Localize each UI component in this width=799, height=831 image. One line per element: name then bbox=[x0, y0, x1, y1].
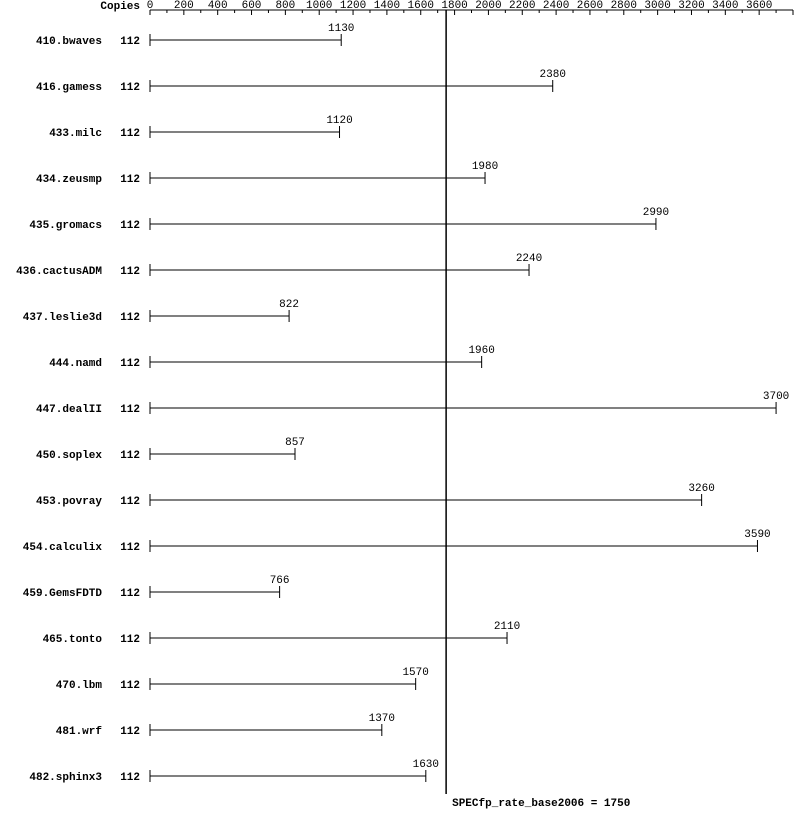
benchmark-value-label: 1120 bbox=[326, 115, 352, 127]
benchmark-value-label: 822 bbox=[279, 299, 299, 311]
benchmark-copies: 112 bbox=[120, 588, 140, 600]
benchmark-name: 465.tonto bbox=[43, 634, 103, 646]
axis-tick-label: 2000 bbox=[475, 0, 501, 12]
axis-tick-label: 200 bbox=[174, 0, 194, 12]
benchmark-name: 437.leslie3d bbox=[23, 312, 102, 324]
axis-tick-label: 3400 bbox=[712, 0, 738, 12]
benchmark-copies: 112 bbox=[120, 726, 140, 738]
benchmark-value-label: 1370 bbox=[369, 713, 395, 725]
benchmark-copies: 112 bbox=[120, 174, 140, 186]
axis-tick-label: 3600 bbox=[746, 0, 772, 12]
benchmark-value-label: 1960 bbox=[468, 345, 494, 357]
benchmark-name: 470.lbm bbox=[56, 680, 103, 692]
copies-header: Copies bbox=[100, 1, 140, 13]
benchmark-value-label: 3700 bbox=[763, 391, 789, 403]
benchmark-value-label: 766 bbox=[270, 575, 290, 587]
benchmark-copies: 112 bbox=[120, 128, 140, 140]
benchmark-copies: 112 bbox=[120, 36, 140, 48]
axis-tick-label: 1600 bbox=[408, 0, 434, 12]
benchmark-name: 481.wrf bbox=[56, 726, 103, 738]
benchmark-value-label: 1630 bbox=[413, 759, 439, 771]
benchmark-copies: 112 bbox=[120, 680, 140, 692]
axis-tick-label: 400 bbox=[208, 0, 228, 12]
benchmark-copies: 112 bbox=[120, 266, 140, 278]
benchmark-name: 447.dealII bbox=[36, 404, 102, 416]
benchmark-value-label: 1570 bbox=[402, 667, 428, 679]
benchmark-copies: 112 bbox=[120, 404, 140, 416]
axis-tick-label: 1000 bbox=[306, 0, 332, 12]
benchmark-copies: 112 bbox=[120, 220, 140, 232]
benchmark-name: 436.cactusADM bbox=[16, 266, 102, 278]
axis-tick-label: 1800 bbox=[441, 0, 467, 12]
benchmark-copies: 112 bbox=[120, 312, 140, 324]
benchmark-copies: 112 bbox=[120, 772, 140, 784]
benchmark-name: 435.gromacs bbox=[29, 220, 102, 232]
benchmark-value-label: 3590 bbox=[744, 529, 770, 541]
axis-tick-label: 0 bbox=[147, 0, 154, 12]
benchmark-name: 450.soplex bbox=[36, 450, 102, 462]
benchmark-name: 444.namd bbox=[49, 358, 102, 370]
benchmark-name: 410.bwaves bbox=[36, 36, 102, 48]
benchmark-copies: 112 bbox=[120, 358, 140, 370]
axis-tick-label: 1200 bbox=[340, 0, 366, 12]
reference-label: SPECfp_rate_base2006 = 1750 bbox=[452, 798, 630, 810]
axis-tick-label: 2800 bbox=[611, 0, 637, 12]
axis-tick-label: 3000 bbox=[644, 0, 670, 12]
benchmark-value-label: 1130 bbox=[328, 23, 354, 35]
benchmark-copies: 112 bbox=[120, 542, 140, 554]
benchmark-copies: 112 bbox=[120, 634, 140, 646]
benchmark-value-label: 2380 bbox=[540, 69, 566, 81]
benchmark-copies: 112 bbox=[120, 496, 140, 508]
spec-benchmark-chart: 0 200 400 600 800 1000 1200 1400 1600 1800 2000 220… bbox=[0, 0, 799, 831]
benchmark-copies: 112 bbox=[120, 82, 140, 94]
benchmark-value-label: 2990 bbox=[643, 207, 669, 219]
benchmark-name: 434.zeusmp bbox=[36, 174, 102, 186]
axis-tick-label: 800 bbox=[275, 0, 295, 12]
axis-tick-label: 2600 bbox=[577, 0, 603, 12]
benchmark-name: 433.milc bbox=[49, 128, 102, 140]
benchmark-name: 453.povray bbox=[36, 496, 102, 508]
benchmark-name: 454.calculix bbox=[23, 542, 103, 554]
benchmark-value-label: 3260 bbox=[688, 483, 714, 495]
benchmark-value-label: 857 bbox=[285, 437, 305, 449]
benchmark-name: 459.GemsFDTD bbox=[23, 588, 103, 600]
benchmark-name: 416.gamess bbox=[36, 82, 102, 94]
axis-tick-label: 1400 bbox=[374, 0, 400, 12]
benchmark-value-label: 1980 bbox=[472, 161, 498, 173]
axis-tick-label: 2200 bbox=[509, 0, 535, 12]
benchmark-copies: 112 bbox=[120, 450, 140, 462]
axis-tick-label: 600 bbox=[242, 0, 262, 12]
axis-tick-label: 2400 bbox=[543, 0, 569, 12]
benchmark-value-label: 2110 bbox=[494, 621, 520, 633]
benchmark-value-label: 2240 bbox=[516, 253, 542, 265]
benchmark-name: 482.sphinx3 bbox=[29, 772, 102, 784]
axis-tick-label: 3200 bbox=[678, 0, 704, 12]
